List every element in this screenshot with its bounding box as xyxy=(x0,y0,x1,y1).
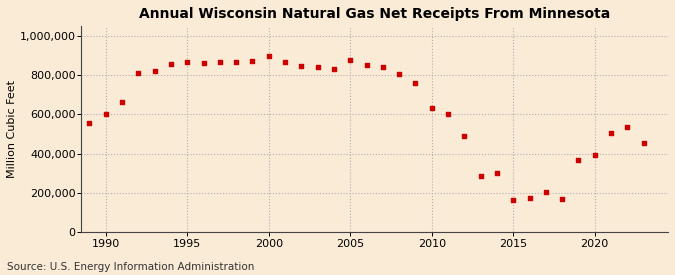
Point xyxy=(149,69,160,73)
Point xyxy=(622,125,632,129)
Point xyxy=(605,131,616,135)
Point xyxy=(329,67,340,72)
Point xyxy=(247,58,258,63)
Point xyxy=(557,196,568,201)
Point xyxy=(215,60,225,65)
Point xyxy=(491,171,502,175)
Y-axis label: Million Cubic Feet: Million Cubic Feet xyxy=(7,80,17,178)
Point xyxy=(165,62,176,67)
Point xyxy=(394,72,404,76)
Point xyxy=(638,141,649,145)
Point xyxy=(133,71,144,75)
Title: Annual Wisconsin Natural Gas Net Receipts From Minnesota: Annual Wisconsin Natural Gas Net Receipt… xyxy=(139,7,610,21)
Point xyxy=(263,53,274,58)
Point xyxy=(573,158,584,163)
Point xyxy=(117,100,128,104)
Point xyxy=(508,197,518,202)
Point xyxy=(475,174,486,178)
Point xyxy=(84,121,95,125)
Point xyxy=(427,105,437,110)
Point xyxy=(443,112,454,117)
Point xyxy=(279,60,290,65)
Point xyxy=(541,189,551,194)
Point xyxy=(313,65,323,70)
Point xyxy=(524,196,535,200)
Point xyxy=(296,64,306,69)
Point xyxy=(182,60,192,65)
Point xyxy=(345,57,356,62)
Point xyxy=(361,63,372,68)
Text: Source: U.S. Energy Information Administration: Source: U.S. Energy Information Administ… xyxy=(7,262,254,272)
Point xyxy=(377,65,388,70)
Point xyxy=(459,134,470,138)
Point xyxy=(231,59,242,64)
Point xyxy=(101,112,111,117)
Point xyxy=(410,81,421,85)
Point xyxy=(198,61,209,66)
Point xyxy=(589,152,600,157)
